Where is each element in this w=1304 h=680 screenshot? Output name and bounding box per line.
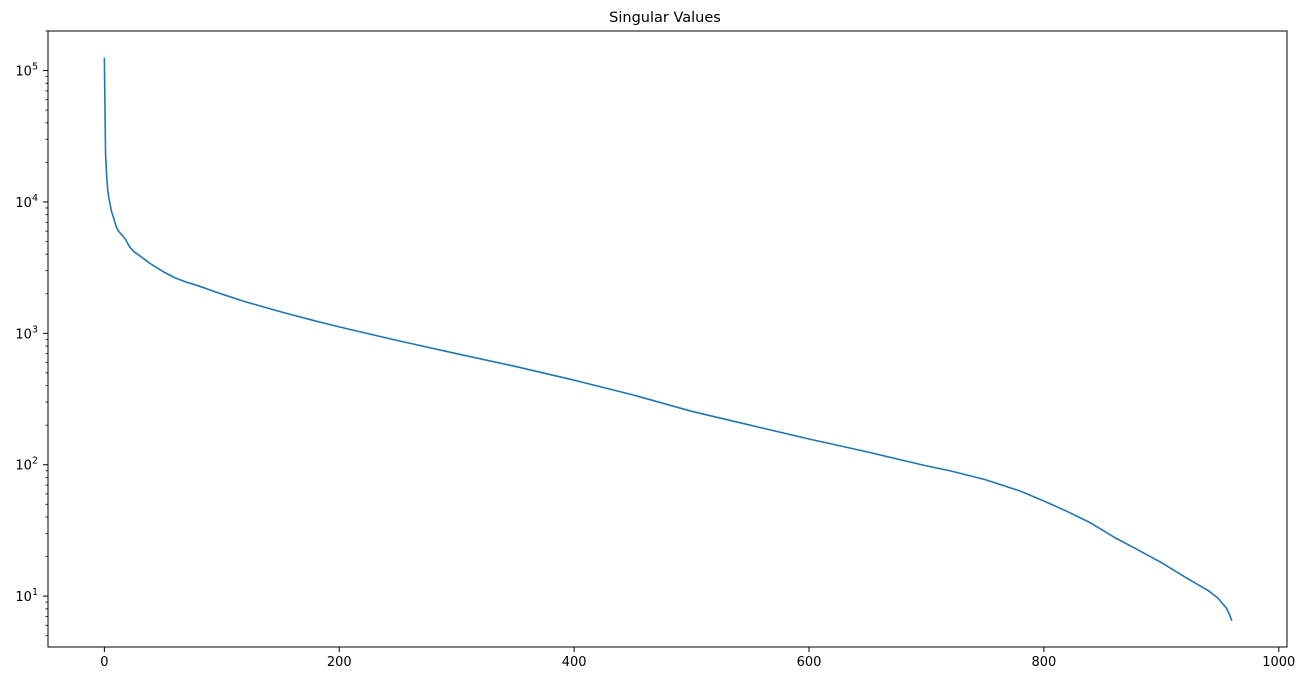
y-tick-base: 10 bbox=[15, 65, 32, 80]
x-tick-label: 200 bbox=[327, 655, 352, 670]
chart-title: Singular Values bbox=[609, 10, 721, 26]
y-tick-base: 10 bbox=[15, 196, 32, 211]
y-tick-label: 105 bbox=[15, 62, 38, 80]
y-tick-base: 10 bbox=[15, 459, 32, 474]
y-tick-label: 102 bbox=[15, 456, 38, 474]
y-tick-label: 104 bbox=[15, 193, 38, 211]
y-tick-exponent: 2 bbox=[32, 456, 38, 467]
series-line-0 bbox=[103, 57, 1233, 621]
x-tick-label: 1000 bbox=[1262, 655, 1295, 670]
axes-frame bbox=[47, 30, 1288, 648]
x-axis: 0 200 400 600 800 1000 bbox=[100, 647, 1295, 670]
y-tick-exponent: 1 bbox=[32, 587, 38, 598]
y-tick-label: 103 bbox=[15, 324, 38, 342]
x-tick-label: 400 bbox=[562, 655, 587, 670]
x-tick-label: 0 bbox=[100, 655, 108, 670]
plot-area bbox=[103, 57, 1233, 621]
y-tick-base: 10 bbox=[15, 590, 32, 605]
y-tick-base: 10 bbox=[15, 327, 32, 342]
y-tick-label: 101 bbox=[15, 587, 38, 605]
y-tick-exponent: 4 bbox=[32, 193, 38, 204]
x-tick-label: 800 bbox=[1031, 655, 1056, 670]
y-tick-exponent: 5 bbox=[32, 62, 38, 73]
y-tick-exponent: 3 bbox=[32, 324, 38, 335]
x-tick-label: 600 bbox=[797, 655, 822, 670]
